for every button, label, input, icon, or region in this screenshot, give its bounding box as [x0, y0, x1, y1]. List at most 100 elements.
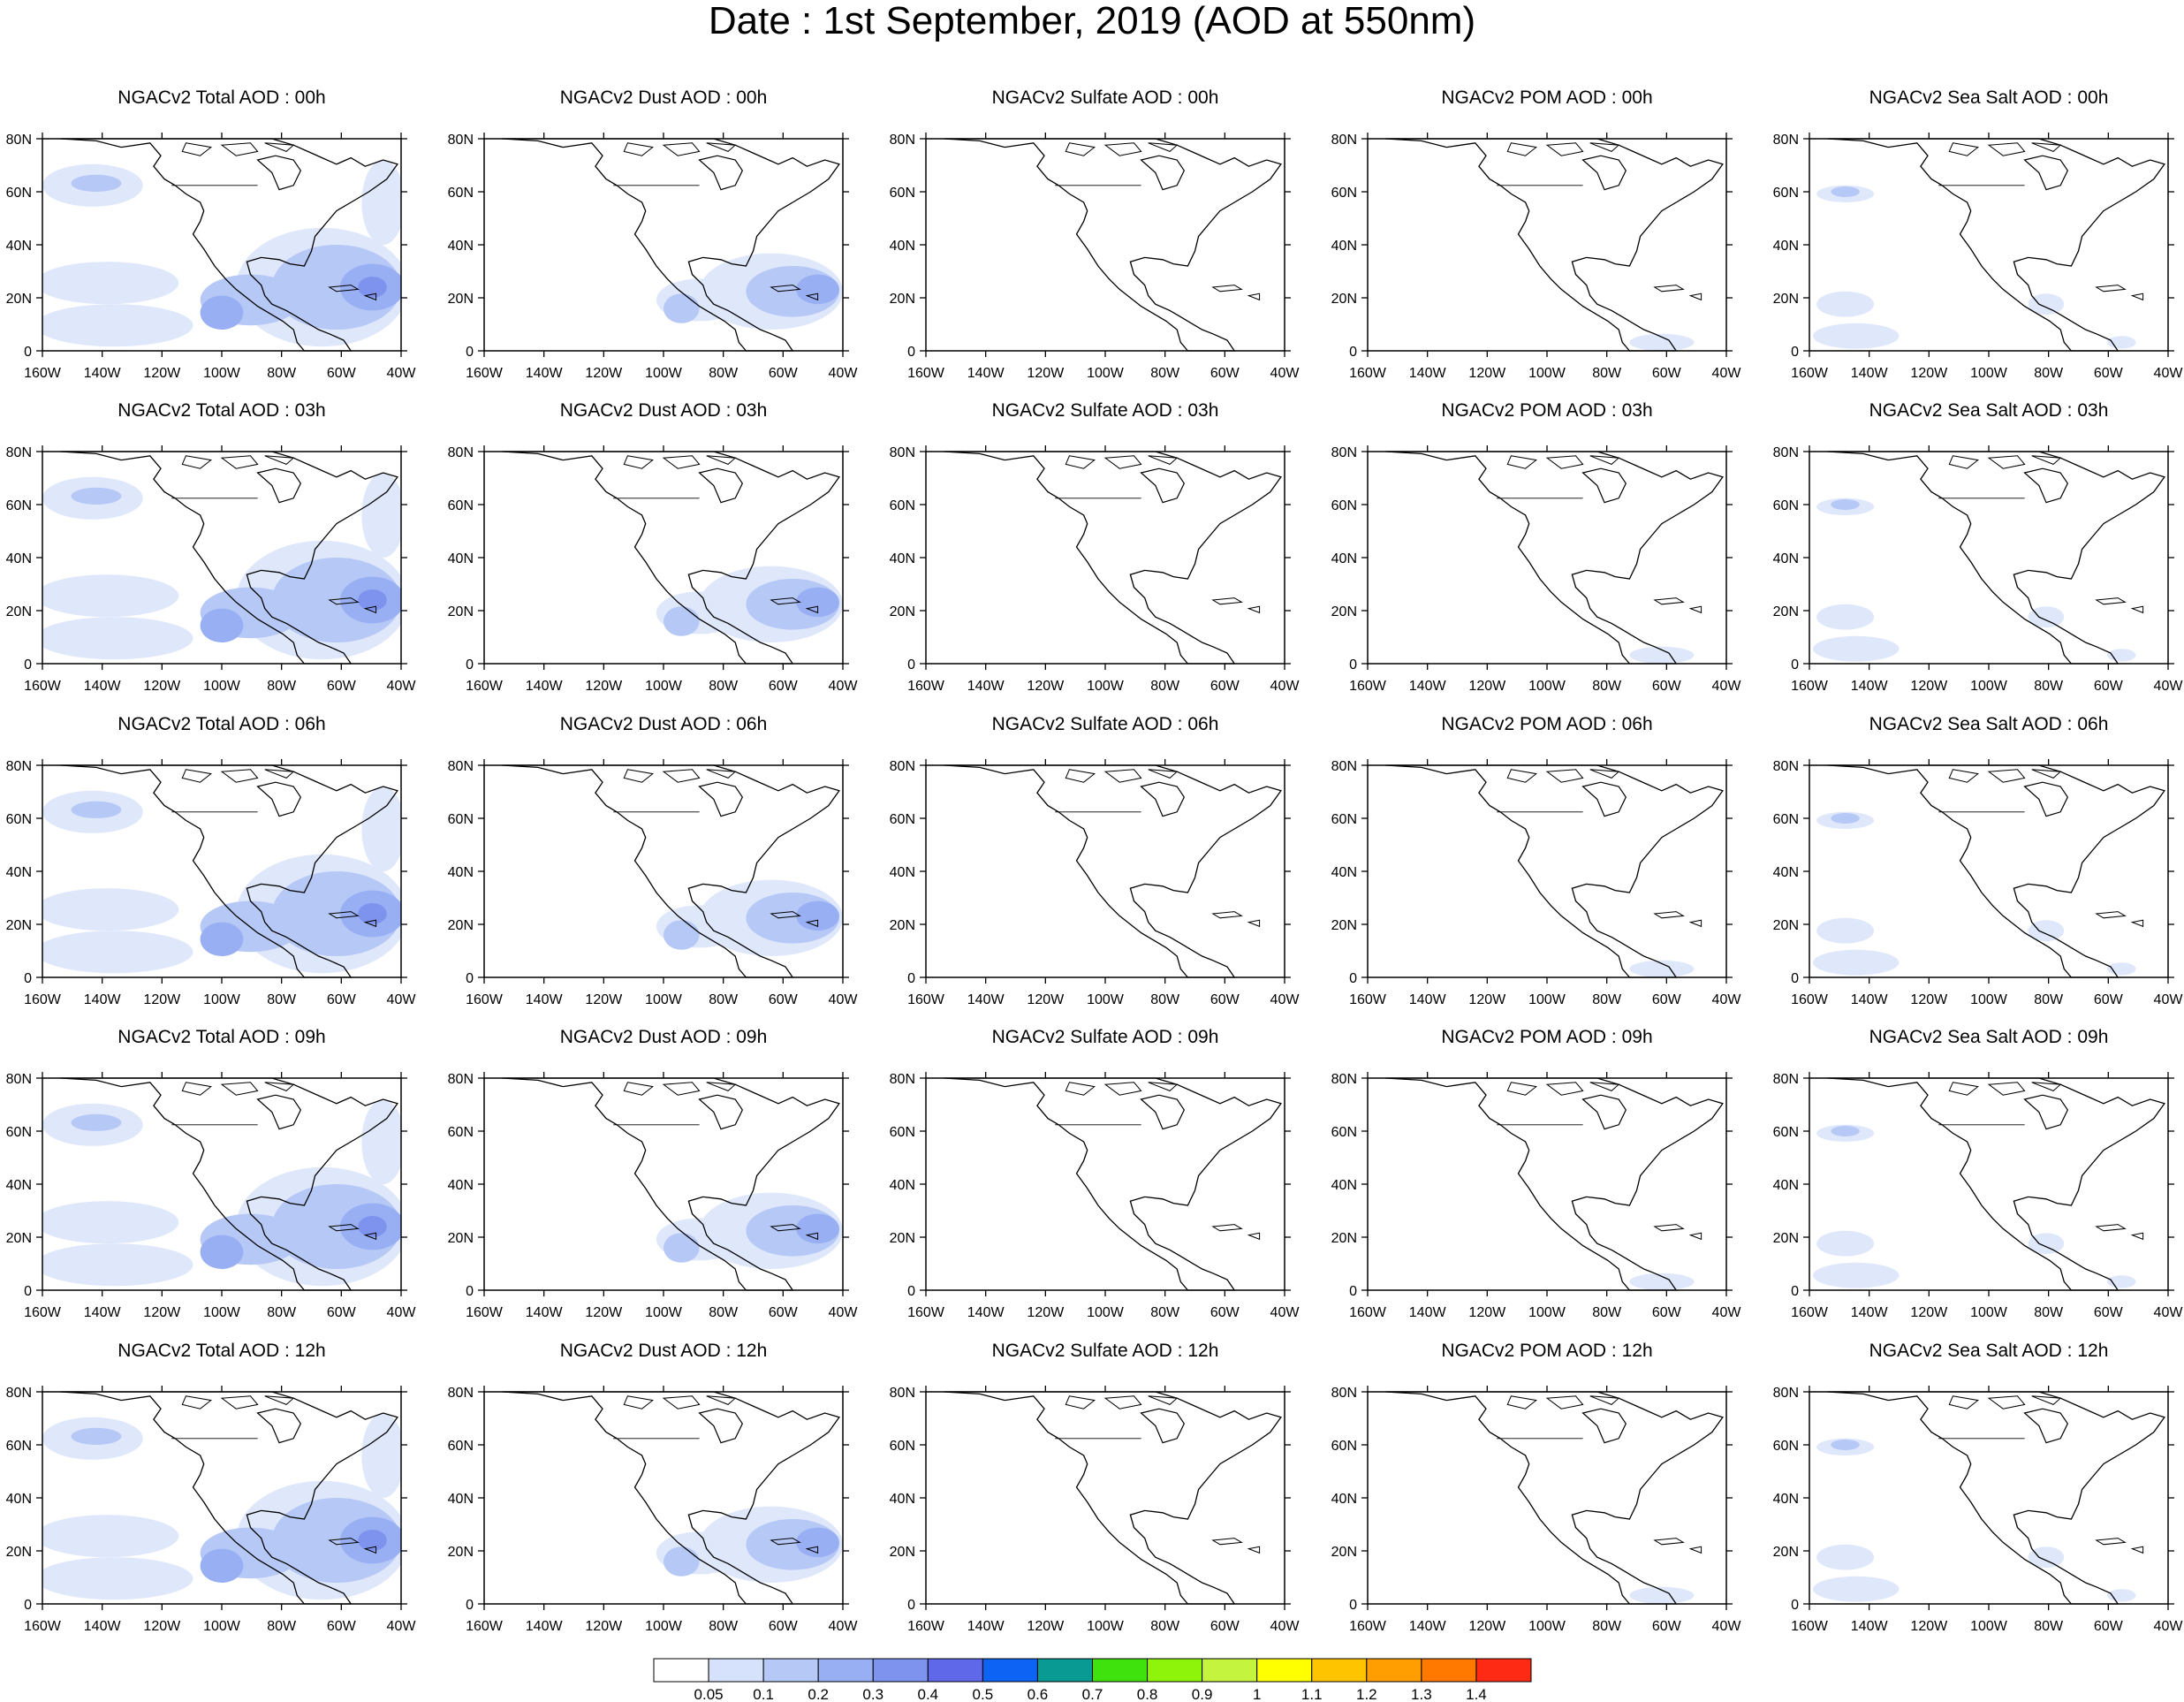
x-tick-label: 160W	[907, 366, 945, 381]
aod-shading	[1813, 1124, 2136, 1288]
aod-region	[71, 174, 122, 192]
x-tick-label: 140W	[526, 366, 564, 381]
x-tick-label: 40W	[387, 1305, 417, 1320]
y-tick-label: 80N	[448, 445, 474, 460]
island-outline	[1653, 1224, 1685, 1232]
x-tick-label: 140W	[967, 992, 1005, 1007]
map-panel: NGACv2 Sulfate AOD : 12h 80N 60N 40N 20N 0 160…	[890, 1341, 1301, 1634]
x-tick-label: 40W	[2154, 992, 2184, 1007]
y-tick-label: 80N	[6, 133, 32, 148]
x-tick-label: 80W	[1150, 679, 1180, 694]
hudson-bay-outline	[1581, 1094, 1627, 1130]
island-outline	[770, 285, 801, 293]
x-tick-label: 160W	[907, 1619, 945, 1634]
x-tick-label: 60W	[327, 1305, 357, 1320]
y-tick-label: 60N	[6, 812, 32, 827]
y-tick-label: 80N	[6, 1386, 32, 1401]
y-tick-label: 60N	[1773, 498, 1799, 513]
aod-shading	[1813, 811, 2136, 976]
aod-shading	[656, 879, 843, 956]
island-outline	[181, 455, 212, 469]
x-tick-label: 60W	[2094, 1305, 2124, 1320]
x-tick-label: 60W	[1652, 679, 1682, 694]
y-tick-label: 60N	[1331, 812, 1357, 827]
x-tick-label: 100W	[1087, 366, 1125, 381]
panel-title: NGACv2 Sulfate AOD : 12h	[992, 1341, 1219, 1361]
x-tick-label: 80W	[1592, 1619, 1622, 1634]
x-tick-label: 60W	[769, 366, 799, 381]
y-tick-label: 80N	[6, 1072, 32, 1087]
coastline	[502, 1077, 840, 1291]
y-tick-label: 80N	[6, 759, 32, 774]
aod-region	[42, 931, 193, 974]
x-tick-label: 140W	[1409, 1619, 1447, 1634]
island-outline	[328, 1538, 360, 1546]
map-panel: NGACv2 Total AOD : 12h 80N 60N 40N 20N 0 160W 1…	[6, 1341, 417, 1634]
y-tick-label: 20N	[448, 604, 474, 619]
panel-title: NGACv2 Sulfate AOD : 09h	[992, 1027, 1219, 1047]
x-tick-label: 120W	[1910, 1305, 1948, 1320]
y-tick-label: 0	[907, 971, 915, 986]
island-outline	[1948, 769, 1979, 783]
y-tick-label: 40N	[1773, 865, 1799, 880]
aod-region	[361, 160, 401, 245]
colorbar-label: 1	[1253, 1686, 1261, 1702]
x-tick-label: 40W	[829, 366, 859, 381]
map-panel: NGACv2 Sulfate AOD : 06h 80N 60N 40N 20N 0 160…	[890, 714, 1301, 1007]
y-tick-label: 40N	[1773, 239, 1799, 254]
island-outline	[2031, 455, 2062, 465]
y-tick-label: 0	[466, 971, 474, 986]
y-tick-label: 0	[1349, 657, 1357, 672]
aod-region	[358, 277, 387, 298]
x-tick-label: 80W	[1150, 1619, 1180, 1634]
island-outline	[1987, 1082, 2026, 1096]
x-tick-label: 80W	[1150, 992, 1180, 1007]
x-tick-label: 140W	[1409, 1305, 1447, 1320]
island-outline	[1247, 293, 1261, 301]
aod-region	[200, 295, 244, 330]
island-outline	[1065, 1082, 1096, 1096]
aod-region	[1831, 1440, 1860, 1450]
x-tick-label: 60W	[327, 992, 357, 1007]
island-outline	[770, 1224, 801, 1232]
y-tick-label: 40N	[1331, 1178, 1357, 1193]
aod-region	[664, 1233, 700, 1263]
map-panel: NGACv2 Sea Salt AOD : 09h 80N 60N 40N 20N 0 16…	[1773, 1027, 2184, 1320]
island-outline	[1545, 1082, 1584, 1096]
island-outline	[770, 911, 801, 919]
aod-region	[71, 1113, 122, 1131]
x-tick-label: 100W	[1970, 992, 2008, 1007]
island-outline	[2130, 1546, 2144, 1554]
y-tick-label: 80N	[6, 445, 32, 460]
y-tick-label: 20N	[1773, 918, 1799, 933]
island-outline	[328, 1224, 360, 1232]
x-tick-label: 140W	[1851, 992, 1889, 1007]
y-tick-label: 60N	[890, 1125, 915, 1140]
island-outline	[1653, 1538, 1685, 1546]
y-tick-label: 80N	[1331, 1386, 1357, 1401]
x-tick-label: 100W	[1970, 366, 2008, 381]
island-outline	[1103, 769, 1142, 783]
hudson-bay-outline	[2023, 781, 2068, 817]
island-outline	[1506, 769, 1537, 783]
x-tick-label: 100W	[645, 1305, 683, 1320]
island-outline	[623, 769, 654, 783]
x-tick-label: 140W	[1409, 679, 1447, 694]
hudson-bay-outline	[256, 467, 301, 504]
y-tick-label: 40N	[890, 551, 915, 566]
aod-region	[200, 1548, 244, 1584]
y-tick-label: 20N	[1773, 604, 1799, 619]
y-tick-label: 40N	[448, 1492, 474, 1507]
panel-title: NGACv2 Dust AOD : 00h	[560, 87, 768, 108]
x-tick-label: 120W	[585, 1305, 623, 1320]
x-tick-label: 60W	[1210, 992, 1240, 1007]
x-tick-label: 80W	[267, 1305, 297, 1320]
y-tick-label: 0	[1791, 657, 1799, 672]
island-outline	[328, 911, 360, 919]
x-tick-label: 100W	[1528, 679, 1566, 694]
x-tick-label: 140W	[1851, 366, 1889, 381]
island-outline	[1506, 455, 1537, 469]
y-tick-label: 40N	[6, 551, 32, 566]
colorbar-label: 0.3	[862, 1686, 883, 1702]
